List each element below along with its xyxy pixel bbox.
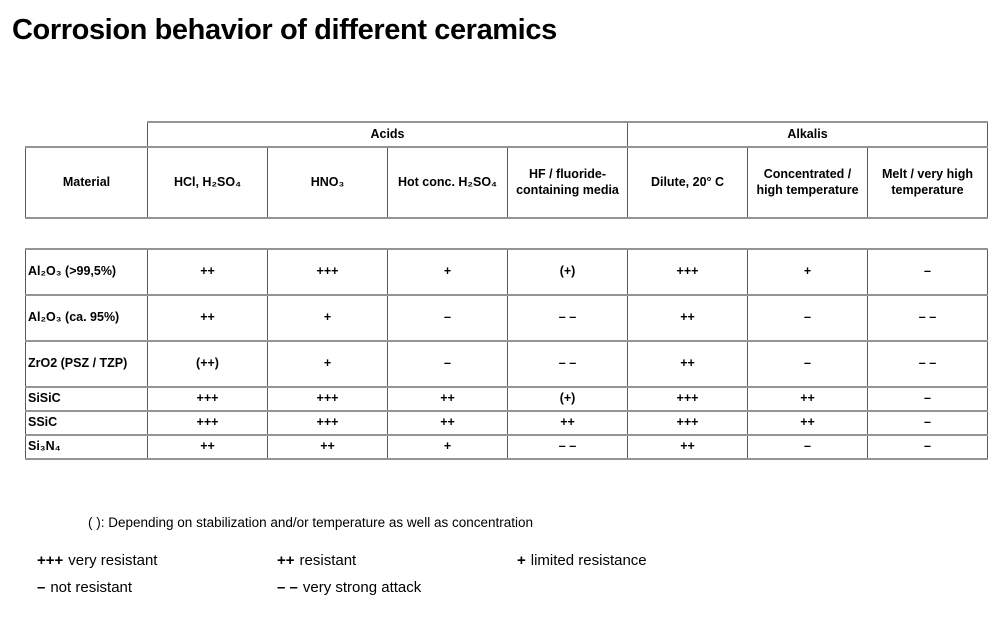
value-cell: – <box>867 410 988 436</box>
column-header-hf-fluoride: HF / fluoride-containing media <box>507 146 628 219</box>
table-row-al2o3-995: Al₂O₃ (>99,5%) ++ +++ + (+) +++ + – <box>25 248 988 296</box>
value-cell: – <box>867 386 988 412</box>
table-row-zro2: ZrO2 (PSZ / TZP) (++) + – – – ++ – – – <box>25 340 988 388</box>
value-cell: (+) <box>507 248 628 296</box>
value-cell: – <box>867 434 988 460</box>
value-cell: – <box>747 340 868 388</box>
material-cell: ZrO2 (PSZ / TZP) <box>25 340 148 388</box>
value-cell: ++ <box>147 248 268 296</box>
value-cell: +++ <box>147 386 268 412</box>
value-cell: +++ <box>147 410 268 436</box>
legend-marker: ++ <box>277 552 295 569</box>
table-row-sisic: SiSiC +++ +++ ++ (+) +++ ++ – <box>25 386 988 412</box>
value-cell: (+) <box>507 386 628 412</box>
value-cell: +++ <box>267 410 388 436</box>
value-cell: ++ <box>627 434 748 460</box>
legend-marker: – – <box>277 579 298 596</box>
group-header-alkalis: Alkalis <box>627 121 988 148</box>
value-cell: +++ <box>627 386 748 412</box>
column-header-hot-conc-h2so4: Hot conc. H₂SO₄ <box>387 146 508 219</box>
value-cell: ++ <box>507 410 628 436</box>
value-cell: (++) <box>147 340 268 388</box>
legend-marker: +++ <box>37 552 64 569</box>
value-cell: ++ <box>747 386 868 412</box>
parentheses-note: ( ): Depending on stabilization and/or t… <box>88 515 533 530</box>
legend-marker: + <box>517 552 526 569</box>
legend-label: resistant <box>299 552 357 569</box>
value-cell: – <box>867 248 988 296</box>
material-cell: Al₂O₃ (ca. 95%) <box>25 294 148 342</box>
column-header-hno3: HNO₃ <box>267 146 388 219</box>
column-header-row: Material HCl, H₂SO₄ HNO₃ Hot conc. H₂SO₄… <box>25 146 988 219</box>
value-cell: ++ <box>147 294 268 342</box>
material-cell: Si₃N₄ <box>25 434 148 460</box>
column-header-material: Material <box>25 146 148 219</box>
value-cell: – – <box>867 340 988 388</box>
legend-item-not-resistant: – not resistant <box>37 579 132 596</box>
legend-label: very strong attack <box>302 579 422 596</box>
value-cell: ++ <box>747 410 868 436</box>
value-cell: – – <box>507 434 628 460</box>
value-cell: – <box>747 434 868 460</box>
legend-label: not resistant <box>50 579 133 596</box>
column-header-concentrated: Concentrated / high temperature <box>747 146 868 219</box>
corner-spacer <box>25 122 148 147</box>
value-cell: +++ <box>627 410 748 436</box>
material-cell: SSiC <box>25 410 148 436</box>
value-cell: +++ <box>267 386 388 412</box>
page-title: Corrosion behavior of different ceramics <box>12 14 557 46</box>
value-cell: + <box>747 248 868 296</box>
value-cell: ++ <box>267 434 388 460</box>
column-header-melt: Melt / very high temperature <box>867 146 988 219</box>
group-header-acids: Acids <box>147 121 628 148</box>
value-cell: ++ <box>387 386 508 412</box>
legend-label: limited resistance <box>530 552 647 569</box>
material-cell: Al₂O₃ (>99,5%) <box>25 248 148 296</box>
value-cell: + <box>267 294 388 342</box>
legend-item-very-resistant: +++ very resistant <box>37 552 157 569</box>
value-cell: ++ <box>387 410 508 436</box>
column-header-hcl-h2so4: HCl, H₂SO₄ <box>147 146 268 219</box>
column-header-dilute-20c: Dilute, 20° C <box>627 146 748 219</box>
value-cell: – – <box>507 294 628 342</box>
value-cell: + <box>387 248 508 296</box>
legend-label: very resistant <box>68 552 158 569</box>
legend-item-resistant: ++ resistant <box>277 552 356 569</box>
value-cell: +++ <box>627 248 748 296</box>
legend-marker: – <box>37 579 46 596</box>
value-cell: – – <box>507 340 628 388</box>
value-cell: – <box>387 294 508 342</box>
table-row-al2o3-95: Al₂O₃ (ca. 95%) ++ + – – – ++ – – – <box>25 294 988 342</box>
table-row-ssic: SSiC +++ +++ ++ ++ +++ ++ – <box>25 410 988 436</box>
value-cell: + <box>387 434 508 460</box>
material-cell: SiSiC <box>25 386 148 412</box>
value-cell: +++ <box>267 248 388 296</box>
corrosion-table-body: Al₂O₃ (>99,5%) ++ +++ + (+) +++ + – Al₂O… <box>25 248 988 460</box>
value-cell: – <box>747 294 868 342</box>
value-cell: + <box>267 340 388 388</box>
value-cell: ++ <box>627 294 748 342</box>
value-cell: ++ <box>147 434 268 460</box>
legend-item-limited-resistance: + limited resistance <box>517 552 647 569</box>
legend-item-very-strong-attack: – – very strong attack <box>277 579 421 596</box>
table-row-si3n4: Si₃N₄ ++ ++ + – – ++ – – <box>25 434 988 460</box>
value-cell: – <box>387 340 508 388</box>
corrosion-table-header: Acids Alkalis Material HCl, H₂SO₄ HNO₃ H… <box>25 121 988 219</box>
value-cell: ++ <box>627 340 748 388</box>
group-header-row: Acids Alkalis <box>25 121 988 148</box>
value-cell: – – <box>867 294 988 342</box>
